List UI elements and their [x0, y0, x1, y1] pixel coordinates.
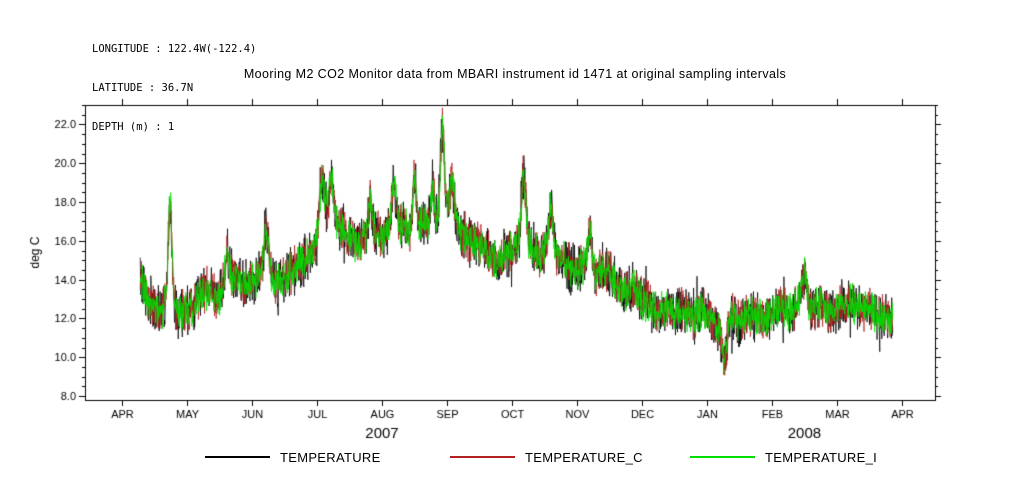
- legend-label: TEMPERATURE: [280, 449, 381, 465]
- legend-label: TEMPERATURE_I: [765, 449, 878, 465]
- legend-entry-temperature-i: TEMPERATURE_I: [690, 449, 878, 465]
- legend-swatch: [690, 456, 755, 458]
- legend-entry-temperature: TEMPERATURE: [205, 449, 381, 465]
- legend-label: TEMPERATURE_C: [525, 449, 643, 465]
- legend: TEMPERATURE TEMPERATURE_C TEMPERATURE_I: [0, 450, 1009, 466]
- legend-swatch: [205, 456, 270, 458]
- legend-swatch: [450, 456, 515, 458]
- legend-entry-temperature-c: TEMPERATURE_C: [450, 449, 643, 465]
